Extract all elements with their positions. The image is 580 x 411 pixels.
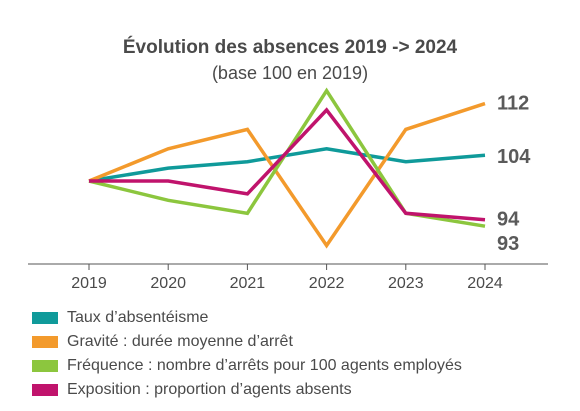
chart-subtitle: (base 100 en 2019) [211, 63, 369, 83]
legend-item-absenteeism: Taux d’absentéisme [32, 306, 462, 330]
x-tick-label-2020: 2020 [150, 275, 186, 292]
legend: Taux d’absentéisme Gravité : durée moyen… [32, 306, 462, 402]
x-tick-label-2021: 2021 [230, 275, 266, 292]
legend-label-frequency: Fréquence : nombre d’arrêts pour 100 age… [67, 357, 462, 374]
legend-label-absenteeism: Taux d’absentéisme [67, 309, 209, 326]
series-line-gravite-duree [88, 101, 486, 249]
legend-item-frequency: Fréquence : nombre d’arrêts pour 100 age… [32, 354, 462, 378]
legend-label-severity: Gravité : durée moyenne d’arrêt [67, 333, 293, 350]
series-line-taux-d [88, 147, 486, 183]
legend-label-exposure: Exposition : proportion d’agents absents [67, 381, 352, 398]
legend-swatch-absenteeism [32, 312, 58, 324]
x-tick-label-2022: 2022 [309, 275, 345, 292]
chart-title: Évolution des absences 2019 -> 2024 [122, 37, 458, 58]
series-line-exposition-proportion [89, 107, 486, 222]
end-value-label-112: 112 [497, 93, 529, 115]
legend-swatch-severity [32, 336, 58, 348]
x-tick-label-2023: 2023 [388, 275, 424, 292]
legend-swatch-frequency [32, 360, 58, 372]
end-value-label-93: 93 [497, 233, 519, 255]
x-tick-label-2019: 2019 [71, 275, 107, 292]
legend-item-severity: Gravité : durée moyenne d’arrêt [32, 330, 462, 354]
legend-item-exposure: Exposition : proportion d’agents absents [32, 378, 462, 402]
x-tick-label-2024: 2024 [467, 275, 503, 292]
legend-swatch-exposure [32, 384, 58, 396]
end-value-label-104: 104 [497, 146, 531, 168]
end-value-label-94: 94 [497, 209, 520, 231]
